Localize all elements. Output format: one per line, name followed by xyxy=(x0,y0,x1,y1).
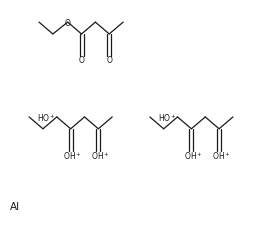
Text: OH$^+$: OH$^+$ xyxy=(212,150,230,162)
Text: Al: Al xyxy=(10,201,20,211)
Text: OH$^+$: OH$^+$ xyxy=(184,150,203,162)
Text: HO$^+$: HO$^+$ xyxy=(158,112,177,123)
Text: O: O xyxy=(65,18,71,27)
Text: OH$^+$: OH$^+$ xyxy=(91,150,110,162)
Text: O: O xyxy=(106,56,112,65)
Text: OH$^+$: OH$^+$ xyxy=(63,150,82,162)
Text: HO$^+$: HO$^+$ xyxy=(38,112,56,123)
Text: O: O xyxy=(79,56,85,65)
